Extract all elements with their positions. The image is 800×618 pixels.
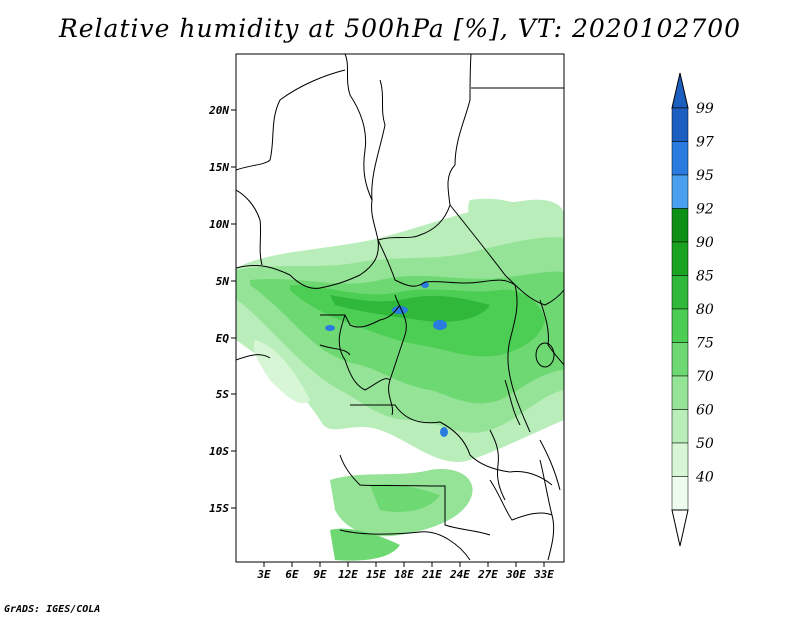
border-line — [539, 299, 564, 366]
colorbar-label: 92 — [696, 202, 714, 218]
colorbar-label: 80 — [696, 302, 714, 318]
border-line — [319, 344, 351, 356]
colorbar-label: 97 — [696, 135, 714, 151]
lon-label: 21E — [421, 568, 442, 581]
map-title: Relative humidity at 500hPa [%], VT: 202… — [58, 14, 742, 43]
border-line — [371, 79, 386, 201]
humidity-north-patch — [468, 198, 550, 236]
colorbar-segment — [671, 275, 689, 310]
lon-label: 27E — [477, 568, 498, 581]
border-line — [338, 314, 391, 391]
colorbar: 99 97 95 92 90 85 80 75 70 60 50 40 — [671, 72, 714, 547]
colorbar-segment — [671, 342, 689, 377]
saturation-spot — [421, 282, 429, 288]
colorbar-label: 60 — [696, 403, 714, 419]
lat-label: 5S — [216, 388, 230, 401]
colorbar-segment — [671, 107, 689, 142]
colorbar-segment — [671, 208, 689, 243]
lat-label: 10N — [209, 218, 229, 231]
colorbar-label: 40 — [695, 470, 714, 486]
lat-ticks — [231, 109, 236, 509]
border-line — [539, 439, 561, 491]
lat-label: 10S — [209, 445, 229, 458]
colorbar-label: 50 — [696, 436, 714, 452]
border-line — [236, 199, 379, 289]
lon-label: 6E — [285, 568, 299, 581]
colorbar-label: 70 — [696, 369, 714, 385]
colorbar-segment — [671, 409, 689, 444]
colorbar-label: 90 — [696, 235, 714, 251]
border-line — [377, 164, 456, 241]
colorbar-bottom-arrow — [671, 509, 689, 547]
saturation-spot — [325, 325, 335, 331]
map-frame — [235, 53, 565, 563]
humidity-west-patch — [253, 340, 310, 404]
border-line — [454, 54, 472, 166]
lake-outline — [489, 429, 506, 501]
country-borders — [236, 54, 564, 561]
border-line — [377, 239, 516, 287]
lon-labels: 3E 6E 9E 12E 15E 18E 21E 24E 27E 30E 33E — [256, 568, 554, 581]
coastline — [236, 354, 271, 361]
humidity-south-patch-dark — [370, 484, 440, 512]
border-line — [236, 189, 263, 266]
colorbar-segment — [671, 308, 689, 343]
border-line — [344, 54, 373, 201]
lon-label: 30E — [505, 568, 526, 581]
lat-label: 15N — [209, 161, 229, 174]
border-line — [388, 294, 407, 416]
border-line — [339, 529, 471, 561]
lake-outline — [539, 459, 553, 516]
colorbar-segment — [671, 375, 689, 410]
border-line — [236, 69, 346, 171]
credit-text: GrADS: IGES/COLA — [4, 604, 101, 615]
saturation-spot — [440, 427, 448, 437]
border-line — [449, 204, 564, 306]
humidity-south-patch-2 — [330, 528, 400, 561]
lake-outline — [504, 379, 521, 426]
colorbar-label: 95 — [696, 168, 714, 184]
border-line — [489, 479, 555, 561]
colorbar-label: 85 — [696, 269, 714, 285]
border-line — [350, 404, 553, 486]
colorbar-segment — [671, 241, 689, 276]
lon-label: 33E — [533, 568, 554, 581]
colorbar-segment — [671, 476, 689, 511]
lat-label: 5N — [216, 275, 230, 288]
colorbar-segment — [671, 141, 689, 176]
colorbar-top-arrow — [671, 72, 689, 109]
lon-label: 15E — [366, 568, 386, 581]
lon-label: 12E — [338, 568, 358, 581]
lat-label: 15S — [209, 502, 229, 515]
colorbar-segment — [671, 442, 689, 477]
saturation-spot — [392, 306, 408, 314]
lon-ticks — [263, 562, 545, 567]
border-line — [507, 284, 531, 433]
colorbar-segment — [671, 174, 689, 209]
lon-label: 24E — [449, 568, 470, 581]
lake-victoria — [535, 342, 555, 368]
lon-label: 18E — [394, 568, 414, 581]
colorbar-label: 75 — [696, 336, 714, 352]
lon-label: 9E — [313, 568, 327, 581]
lat-label: 20N — [208, 104, 229, 117]
lat-labels: 20N 15N 10N 5N EQ 5S 10S 15S — [208, 104, 229, 515]
colorbar-label: 99 — [696, 101, 714, 117]
border-line — [339, 454, 491, 536]
lat-label: EQ — [216, 332, 230, 345]
saturation-spot — [433, 320, 447, 330]
humidity-core-darker — [330, 295, 490, 322]
border-line — [320, 304, 401, 328]
lon-label: 3E — [256, 568, 271, 581]
